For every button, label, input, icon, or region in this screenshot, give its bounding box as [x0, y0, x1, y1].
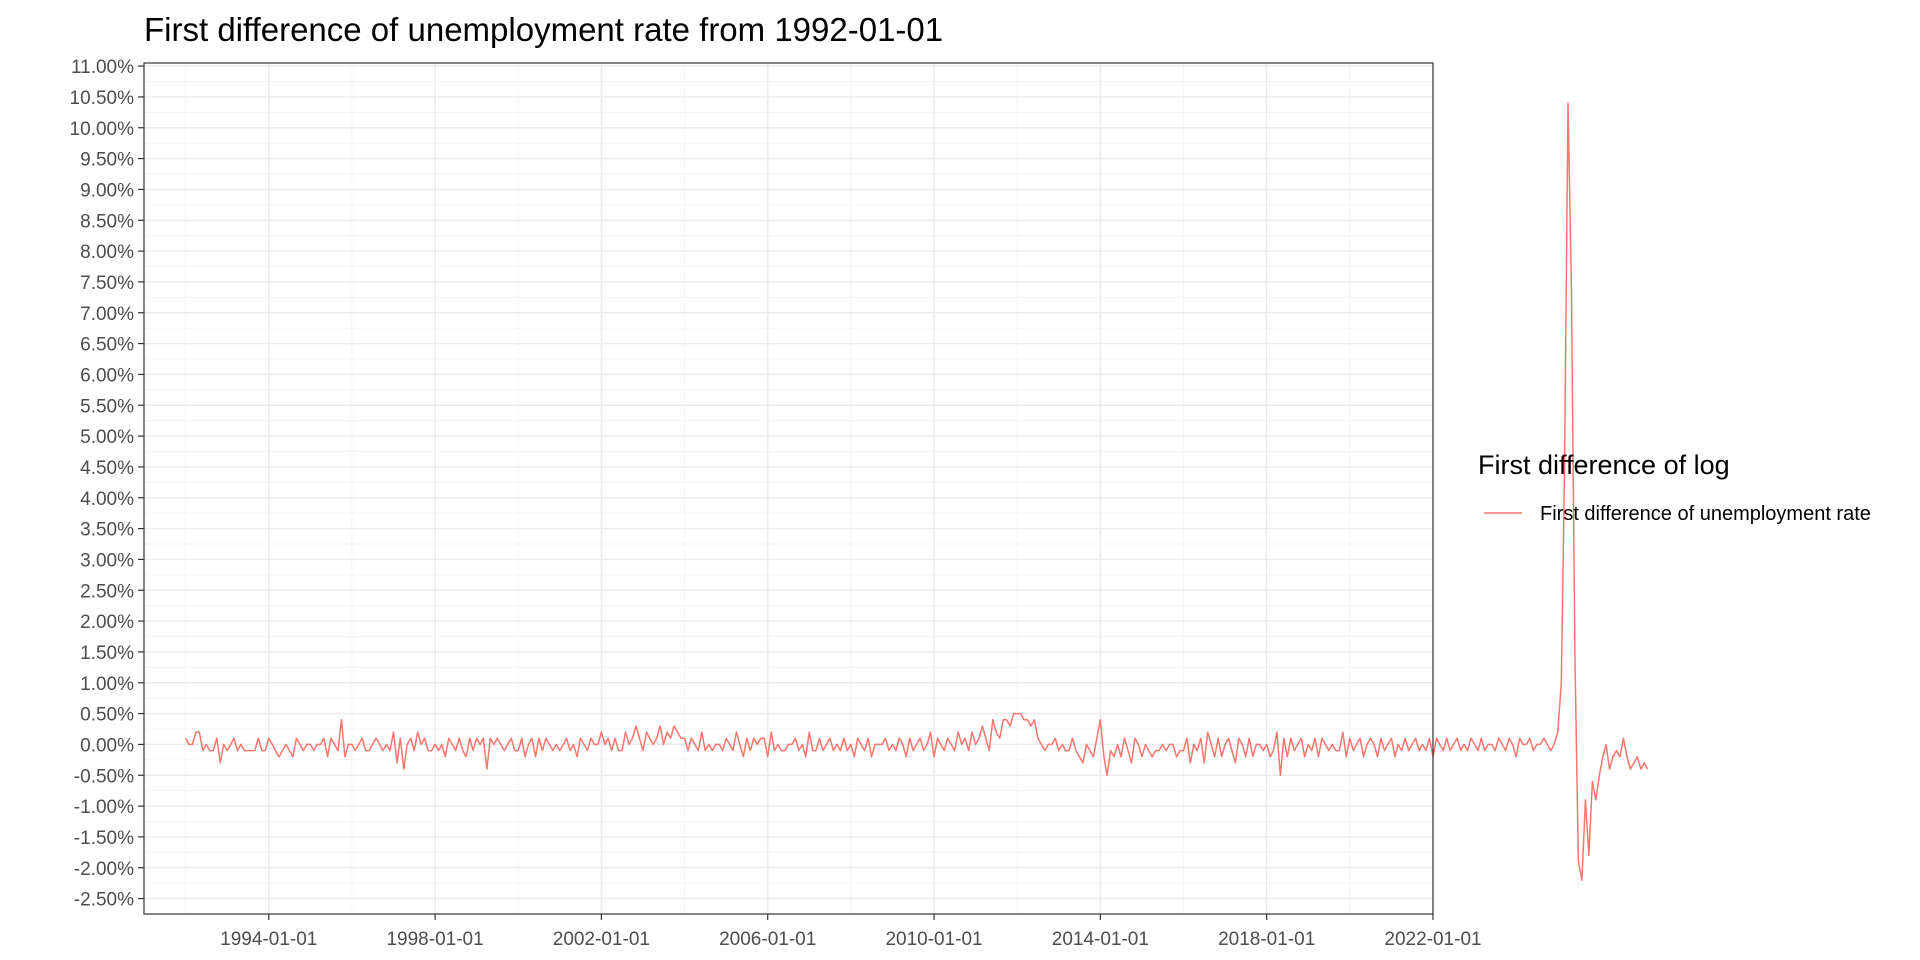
y-tick-label: 8.50%	[80, 211, 134, 232]
x-tick-label: 2014-01-01	[1052, 929, 1149, 950]
y-tick-label: -1.50%	[74, 828, 134, 849]
y-tick-label: 1.00%	[80, 674, 134, 695]
y-tick-label: 6.00%	[80, 365, 134, 386]
y-tick-label: 9.00%	[80, 180, 134, 201]
y-tick-label: 4.00%	[80, 489, 134, 510]
series-layer	[184, 102, 1649, 881]
y-tick-label: 5.00%	[80, 427, 134, 448]
y-axis: -2.50% -2.00% -1.50% -1.00% -0.50% 0.00% 0.50%…	[70, 57, 144, 911]
y-tick-label: 7.50%	[80, 273, 134, 294]
x-tick-label: 1994-01-01	[220, 929, 317, 950]
minor-gridlines-x	[185, 63, 1351, 914]
y-tick-label: 11.00%	[71, 57, 134, 78]
y-tick-label: -1.00%	[74, 797, 134, 818]
minor-gridlines-y	[144, 81, 1433, 884]
legend-label: First difference of unemployment rate	[1540, 503, 1871, 525]
x-tick-label: 2002-01-01	[553, 929, 650, 950]
y-tick-label: 0.00%	[80, 735, 134, 756]
y-tick-label: 5.50%	[80, 396, 134, 417]
chart-title: First difference of unemployment rate fr…	[144, 11, 943, 48]
x-tick-label: 2022-01-01	[1384, 929, 1481, 950]
y-tick-label: 10.50%	[70, 88, 135, 109]
x-axis: 1994-01-01 1998-01-01 2002-01-01 2006-01-01…	[220, 914, 1482, 950]
legend-title: First difference of log	[1478, 450, 1730, 480]
y-tick-label: 4.50%	[80, 458, 134, 479]
y-tick-label: -2.50%	[74, 890, 134, 911]
y-tick-label: 3.00%	[80, 550, 134, 571]
y-tick-label: 7.00%	[80, 304, 134, 325]
y-tick-label: 0.50%	[80, 705, 134, 726]
plot-panel	[144, 63, 1433, 914]
x-tick-label: 2006-01-01	[719, 929, 816, 950]
y-tick-label: -2.00%	[74, 859, 134, 880]
plot-border	[143, 62, 1434, 915]
y-tick-label: 10.00%	[70, 119, 135, 140]
legend: First difference of log First difference…	[1478, 450, 1871, 525]
major-gridlines-y	[144, 65, 1433, 900]
x-tick-label: 1998-01-01	[386, 929, 483, 950]
y-tick-label: -0.50%	[74, 766, 134, 787]
series-line	[184, 102, 1649, 881]
y-tick-label: 8.00%	[80, 242, 134, 263]
x-tick-label: 2018-01-01	[1218, 929, 1315, 950]
y-tick-label: 3.50%	[80, 520, 134, 541]
y-tick-label: 1.50%	[80, 643, 134, 664]
y-tick-label: 9.50%	[80, 150, 134, 171]
y-tick-label: 6.50%	[80, 335, 134, 356]
y-tick-label: 2.00%	[80, 612, 134, 633]
y-tick-label: 2.50%	[80, 581, 134, 602]
x-tick-label: 2010-01-01	[885, 929, 982, 950]
